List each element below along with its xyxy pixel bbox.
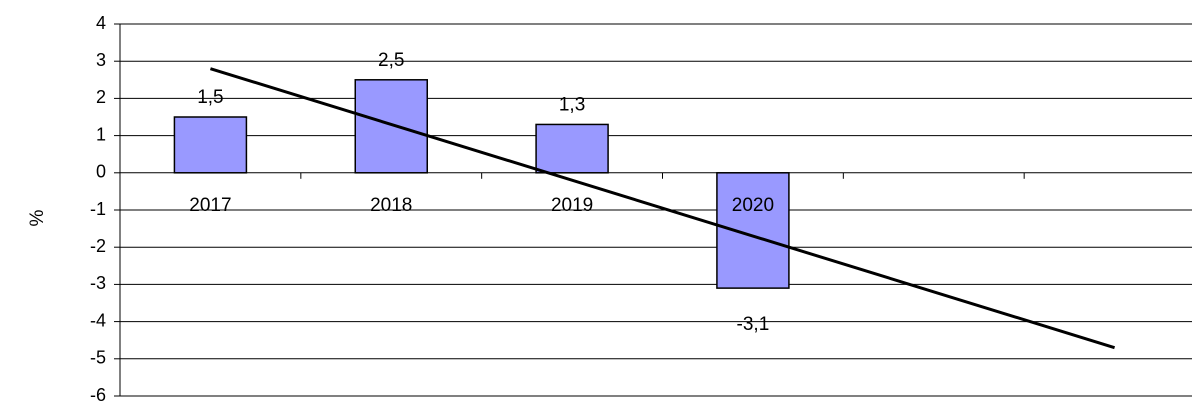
- labels: 4 3 2 1 0 -1 -2 -3 -4 -5 -6 2017 1,5 2018 2,5 2019 1,3 20…: [90, 13, 774, 405]
- axes: [114, 23, 1192, 397]
- category-label: 2017: [189, 195, 231, 216]
- y-tick-label: 4: [96, 13, 106, 33]
- y-tick-label: -4: [90, 310, 106, 330]
- y-axis-title: %: [27, 209, 48, 226]
- y-tick-label: -2: [90, 236, 106, 256]
- y-tick-label: -6: [90, 385, 106, 405]
- gridlines: [120, 23, 1192, 360]
- trendline: [209, 67, 1116, 350]
- category-label: 2018: [370, 195, 412, 216]
- bar: [173, 116, 248, 174]
- bar: [535, 123, 609, 174]
- data-label: 1,3: [559, 94, 585, 115]
- bar: [354, 79, 428, 174]
- bar: [716, 172, 790, 289]
- data-label: 1,5: [197, 87, 223, 108]
- category-label: 2019: [551, 195, 593, 216]
- y-tick-label: 2: [96, 87, 106, 107]
- y-tick-label: -5: [90, 348, 106, 368]
- bars: [173, 79, 790, 289]
- category-label: 2020: [732, 195, 774, 216]
- y-tick-label: 0: [96, 162, 106, 182]
- data-label: 2,5: [378, 50, 404, 71]
- y-tick-label: -1: [90, 199, 106, 219]
- y-tick-label: -3: [90, 273, 106, 293]
- data-label: -3,1: [737, 314, 770, 335]
- y-tick-label: 3: [96, 50, 106, 70]
- y-tick-label: 1: [96, 124, 106, 144]
- trendline-group: [209, 67, 1116, 350]
